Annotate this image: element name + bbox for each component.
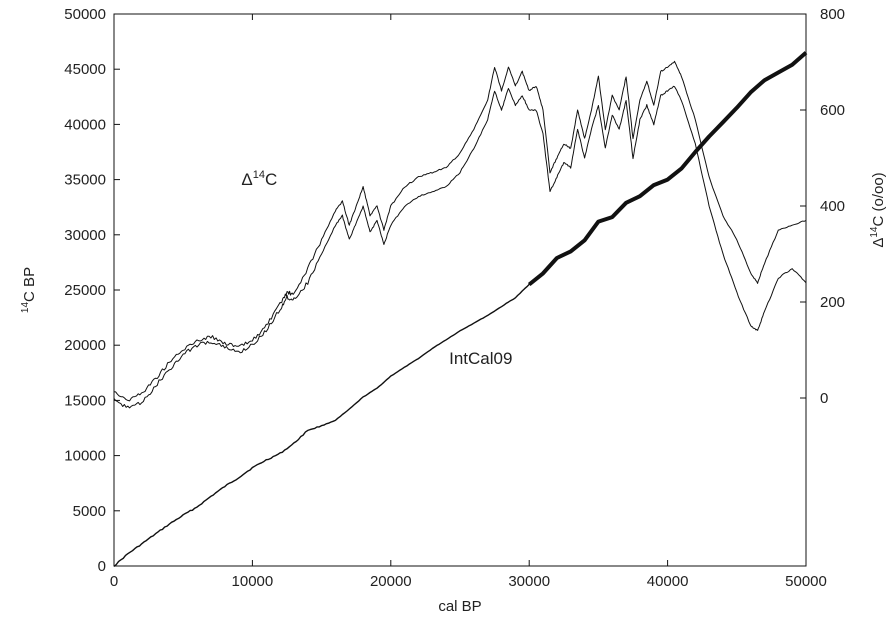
y-left-tick-label: 50000 xyxy=(64,6,106,23)
y-right-tick-label: 200 xyxy=(820,294,845,311)
y-left-tick-label: 25000 xyxy=(64,282,106,299)
y-left-tick-label: 0 xyxy=(98,558,106,575)
y-right-tick-label: 800 xyxy=(820,6,845,23)
plot-lines xyxy=(113,51,808,568)
y-left-tick-label: 15000 xyxy=(64,392,106,409)
y-left-tick-label: 30000 xyxy=(64,227,106,244)
annotation-intcal09: IntCal09 xyxy=(449,349,512,368)
y-right-tick-label: 0 xyxy=(820,390,828,407)
y-left-tick-label: 10000 xyxy=(64,448,106,465)
y-axis-right-title: Δ14C (o/oo) xyxy=(869,172,887,247)
series-line-delta14c-upper xyxy=(113,60,807,402)
y-left-tick-label: 5000 xyxy=(73,503,106,520)
y-axis-right: 0 200 400 600 800 xyxy=(800,6,845,407)
series-line-intcal09 xyxy=(113,52,807,568)
y-right-title-sup: 14 xyxy=(869,226,880,238)
series-line-delta14c-lower xyxy=(113,85,807,409)
y-axis-left-title: 14C BP xyxy=(20,267,38,313)
y-right-tick-label: 600 xyxy=(820,102,845,119)
y-left-tick-label: 35000 xyxy=(64,172,106,189)
x-tick-label: 20000 xyxy=(370,573,412,590)
x-tick-label: 10000 xyxy=(232,573,274,590)
x-tick-label: 0 xyxy=(110,573,118,590)
x-tick-label: 40000 xyxy=(647,573,689,590)
y-right-title-delta: Δ xyxy=(870,238,887,248)
y-left-tick-label: 45000 xyxy=(64,61,106,78)
x-axis-title: cal BP xyxy=(438,598,481,615)
plot-frame xyxy=(113,13,807,567)
y-axis-left: 0 5000 10000 15000 20000 25000 30000 35000 40000… xyxy=(64,6,120,575)
y-right-tick-label: 400 xyxy=(820,198,845,215)
annotation-delta-symbol: Δ xyxy=(241,170,252,189)
annotation-delta-text: C xyxy=(265,170,277,189)
annotation-delta-sup: 14 xyxy=(253,169,265,181)
y-left-tick-label: 40000 xyxy=(64,116,106,133)
annotation-delta14c: Δ14C xyxy=(241,169,277,189)
y-right-title-text: C (o/oo) xyxy=(870,172,887,226)
y-left-title-sup: 14 xyxy=(20,302,31,314)
x-axis: 0 10000 20000 30000 40000 50000 xyxy=(110,14,827,590)
series-line-intcal09-band xyxy=(527,51,808,287)
y-left-tick-label: 20000 xyxy=(64,337,106,354)
x-tick-label: 30000 xyxy=(508,573,550,590)
x-tick-label: 50000 xyxy=(785,573,827,590)
y-left-title-text: C BP xyxy=(21,267,38,302)
